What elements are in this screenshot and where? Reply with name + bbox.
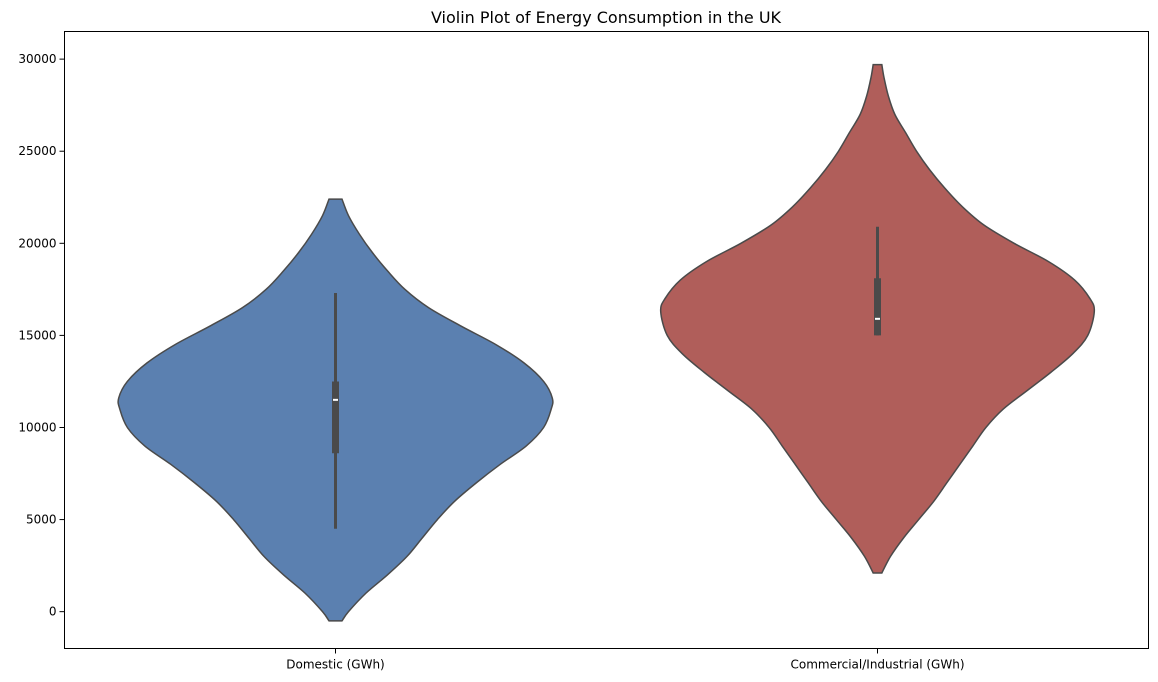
y-axis: 0 5000 10000 15000 20000 25000 30000 bbox=[18, 52, 65, 619]
plot-frame bbox=[64, 31, 1149, 649]
y-tick-label-3: 15000 bbox=[18, 328, 56, 342]
y-tick-label-5: 25000 bbox=[18, 144, 56, 158]
plot-area bbox=[117, 63, 1096, 622]
y-tick-label-1: 5000 bbox=[26, 513, 57, 527]
y-tick-label-2: 10000 bbox=[18, 420, 56, 434]
x-tick-label-0: Domestic (GWh) bbox=[286, 658, 385, 672]
y-tick-label-4: 20000 bbox=[18, 236, 56, 250]
x-tick-label-1: Commercial/Industrial (GWh) bbox=[790, 658, 964, 672]
y-tick-label-6: 30000 bbox=[18, 52, 56, 66]
chart-title: Violin Plot of Energy Consumption in the… bbox=[431, 8, 782, 27]
y-tick-label-0: 0 bbox=[49, 605, 57, 619]
x-axis: Domestic (GWh) Commercial/Industrial (GWh… bbox=[286, 648, 965, 672]
